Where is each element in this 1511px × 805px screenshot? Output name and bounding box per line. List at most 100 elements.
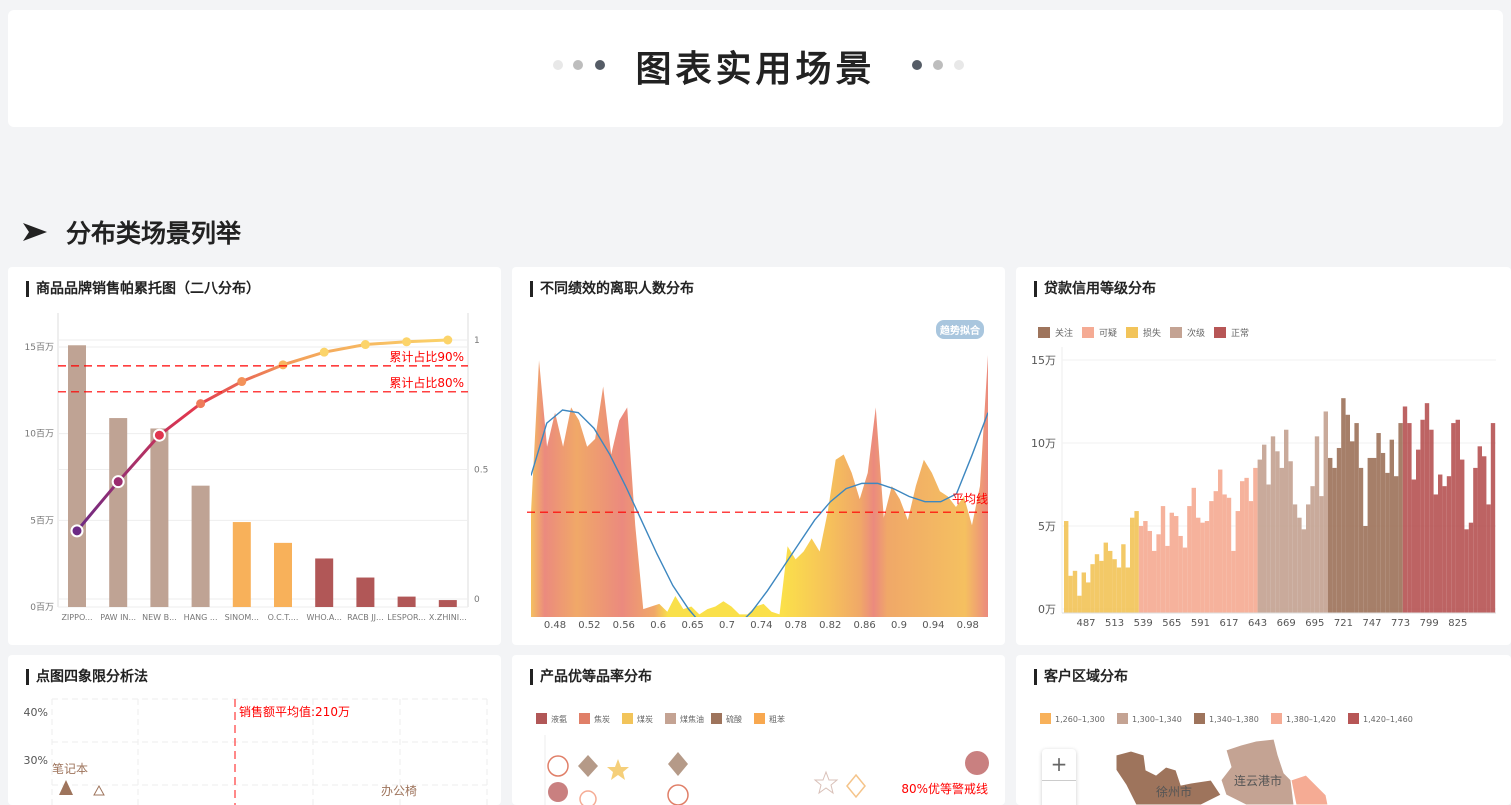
bar [1314,436,1320,613]
bar [1398,423,1403,613]
bar [1363,526,1368,613]
bar [1138,526,1144,613]
bar [1125,567,1130,613]
bar [1121,544,1126,613]
x-tick-label: 799 [1420,618,1439,629]
bar [109,418,128,607]
legend-swatch [754,713,765,724]
card-title: 贷款信用等级分布 [1034,281,1156,297]
bar [1341,398,1346,613]
cumulative-point [111,475,125,489]
chart-card-quadrant: 40% 30% 销售额平均值:210万 笔记本 办公椅 点图四象限分析法 [8,655,501,805]
legend-swatch [622,713,633,724]
bar [1442,486,1447,613]
bar [1420,419,1425,613]
bar [1486,504,1491,613]
bar [1068,575,1073,613]
trend-fit-toggle[interactable]: 趋势拟合 [936,320,984,339]
bar [1446,476,1452,613]
y-tick-label: 10百万 [25,429,54,440]
bar [1116,567,1122,613]
bar [1345,414,1350,613]
bar [1266,484,1271,613]
bar [1411,479,1416,613]
bar [1112,559,1117,613]
legend-label: 焦炭 [594,714,610,724]
x-tick-label: 695 [1305,618,1324,629]
y2-tick-label: 0 [474,595,480,605]
x-tick-label: 0.86 [853,620,875,631]
bar [1306,504,1311,613]
bar [1385,472,1390,613]
card-title: 产品优等品率分布 [530,669,652,685]
bar [1200,522,1205,613]
bar [1094,554,1100,613]
x-tick-label: LESPOR... [387,613,426,622]
arrow-right-icon [23,223,47,241]
bar [315,558,334,607]
legend-label: 1,340–1,380 [1209,715,1259,724]
bar [1081,572,1086,613]
bar [1310,486,1315,613]
bar [1292,504,1298,613]
bar [1389,439,1394,613]
bar [1143,521,1148,613]
legend-label: 1,380–1,420 [1286,715,1336,724]
x-tick-label: 773 [1391,618,1410,629]
trend-line [531,409,988,617]
x-tick-label: NEW B... [142,613,177,622]
bar [1297,517,1302,613]
cumulative-point [443,335,453,345]
bar [1336,447,1342,613]
y-tick-label: 40% [24,706,48,719]
bar [1209,501,1214,613]
bar [1187,506,1192,613]
chart-card-attrition: 平均线 0.48 0.52 0.56 0.6 0.65 0.7 0.74 0.78 0.82 0.8… [512,267,1005,645]
bar [1103,542,1108,613]
legend-label: 煤炭 [637,714,653,724]
scatter-point [813,770,839,795]
cumulative-point [360,340,370,350]
cumulative-point [70,524,84,538]
bar [1468,522,1474,613]
bar [1165,545,1170,613]
bar [68,345,86,607]
bar [1244,477,1249,613]
y-tick-label: 0万 [1038,603,1056,616]
bar [232,522,251,607]
bar [1064,521,1069,613]
zoom-in-button[interactable]: + [1042,749,1076,781]
bar [1182,547,1188,613]
legend-swatch [579,713,590,724]
header-banner: 图表实用场景 [8,10,1503,127]
bar [1130,517,1135,613]
x-tick-label: 0.98 [957,620,979,631]
bar [1204,521,1210,613]
bar [1156,534,1161,613]
bar [1240,481,1245,613]
bar [1332,467,1337,613]
x-tick-label: 513 [1105,618,1124,629]
legend-swatch [665,713,676,724]
x-tick-label: 669 [1277,618,1296,629]
cumulative-point [196,399,206,409]
pareto-chart: 0百万 5百万 10百万 15百万 0 0.5 1 ZIPPO... PAW IN... NEW … [25,313,488,622]
legend-swatch [1082,327,1094,338]
legend-label: 损失 [1143,327,1161,339]
x-tick-label: X.ZHINI... [429,613,467,622]
cumulative-point [319,347,329,357]
bar [1248,501,1254,613]
cumulative-point [237,377,247,387]
x-tick-label: 0.56 [613,620,635,631]
scatter-point [607,759,629,780]
bar [1376,433,1381,613]
legend-swatch [1271,713,1282,724]
scatter-point [547,755,569,777]
x-tick-label: 643 [1248,618,1267,629]
bar [1077,595,1082,613]
bar [1416,449,1421,613]
bar [1402,406,1408,613]
point-label: 笔记本 [52,761,88,776]
card-title: 客户区域分布 [1034,669,1128,685]
map-zoom-control: + [1042,749,1076,805]
